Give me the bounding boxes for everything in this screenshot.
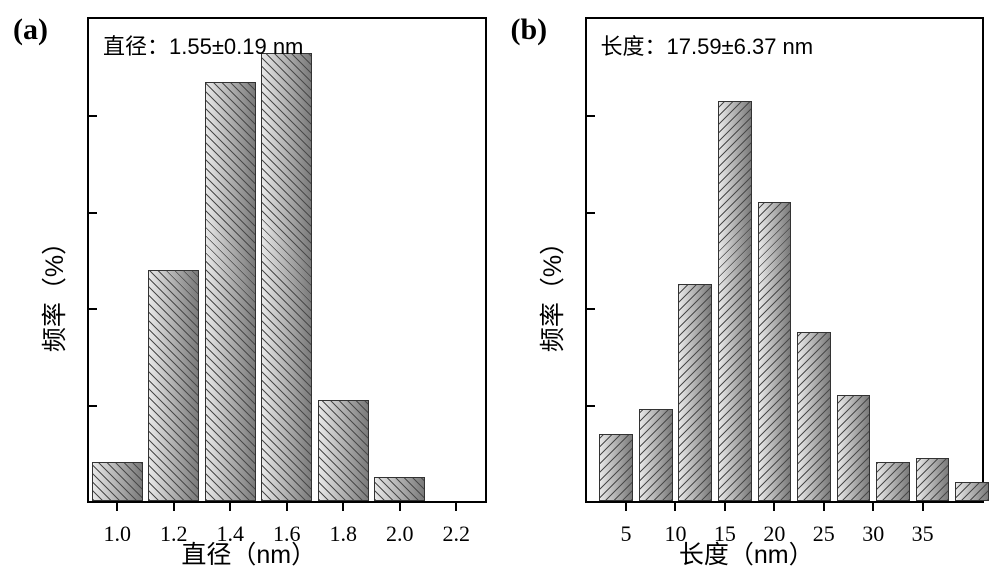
x-tick [773,503,775,511]
x-tick [625,503,627,511]
x-tick-label: 1.2 [160,521,188,547]
x-tick [342,503,344,511]
x-tick-label: 1.0 [104,521,132,547]
x-tick-label: 1.6 [273,521,301,547]
panel-b-label: (b) [511,13,548,47]
panel-a-xlabel: 直径（nm） [5,535,493,571]
x-tick [116,503,118,511]
x-tick [724,503,726,511]
x-tick-label: 30 [862,521,884,547]
histogram-bar [599,434,633,501]
x-tick-label: 1.8 [330,521,358,547]
panel-a-plot: 直径：1.55±0.19 nm 1.01.21.41.61.82.02.2 [87,17,487,503]
figure-container: (a) 频率（%） 直径：1.55±0.19 nm 1.01.21.41.61.… [0,0,1000,582]
y-tick [89,308,97,310]
histogram-bar [261,53,312,501]
histogram-bar [797,332,831,501]
x-tick-label: 1.4 [217,521,245,547]
x-tick [674,503,676,511]
x-tick-label: 25 [813,521,835,547]
panel-b-plot: 长度：17.59±6.37 nm 5101520253035 [585,17,985,503]
histogram-bar [92,462,143,501]
histogram-bar [148,270,199,501]
panel-b: (b) 频率（%） 长度：17.59±6.37 nm 5101520253035… [503,5,991,577]
histogram-bar [758,202,792,501]
y-tick [89,115,97,117]
y-tick [587,115,595,117]
histogram-bar [205,82,256,501]
histogram-bar [955,482,989,501]
x-tick [922,503,924,511]
histogram-bar [639,409,673,501]
panel-a-label: (a) [13,13,48,47]
panel-b-annotation: 长度：17.59±6.37 nm [601,29,814,61]
x-tick-label: 2.2 [443,521,471,547]
x-tick-label: 10 [664,521,686,547]
x-tick [229,503,231,511]
x-tick [455,503,457,511]
panel-b-ylabel: 频率（%） [533,230,569,352]
panel-b-bars [587,19,983,501]
panel-a-annotation: 直径：1.55±0.19 nm [103,29,303,61]
y-tick [89,212,97,214]
y-tick [89,405,97,407]
x-tick-label: 35 [912,521,934,547]
histogram-bar [678,284,712,501]
x-tick-label: 15 [714,521,736,547]
x-tick-label: 2.0 [386,521,414,547]
y-tick [587,308,595,310]
histogram-bar [374,477,425,501]
panel-a: (a) 频率（%） 直径：1.55±0.19 nm 1.01.21.41.61.… [5,5,493,577]
y-tick [587,212,595,214]
panel-a-bars [89,19,485,501]
histogram-bar [718,101,752,501]
y-tick [587,405,595,407]
x-tick-label: 20 [763,521,785,547]
x-tick [399,503,401,511]
x-tick-label: 5 [621,521,632,547]
x-tick [823,503,825,511]
x-tick [286,503,288,511]
x-tick [872,503,874,511]
panel-a-ylabel: 频率（%） [35,230,71,352]
histogram-bar [837,395,871,501]
histogram-bar [876,462,910,501]
x-tick [173,503,175,511]
histogram-bar [318,400,369,501]
histogram-bar [916,458,950,501]
